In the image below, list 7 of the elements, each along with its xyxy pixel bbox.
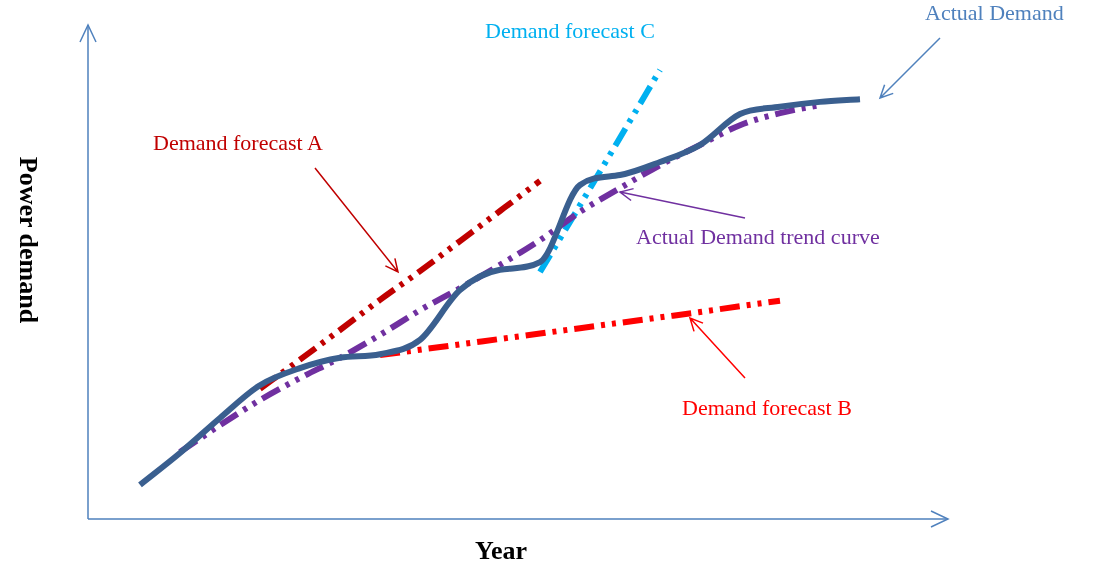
text: Demand forecast C <box>485 18 655 44</box>
x-axis-title: Year <box>475 536 527 566</box>
text: Actual Demand <box>925 0 1064 26</box>
annotation: Demand forecast A <box>153 130 323 156</box>
annotation: Demand forecast B <box>682 395 852 421</box>
annotation: Actual Demand trend curve <box>636 224 880 250</box>
y-axis-title: Power demand <box>13 156 43 324</box>
